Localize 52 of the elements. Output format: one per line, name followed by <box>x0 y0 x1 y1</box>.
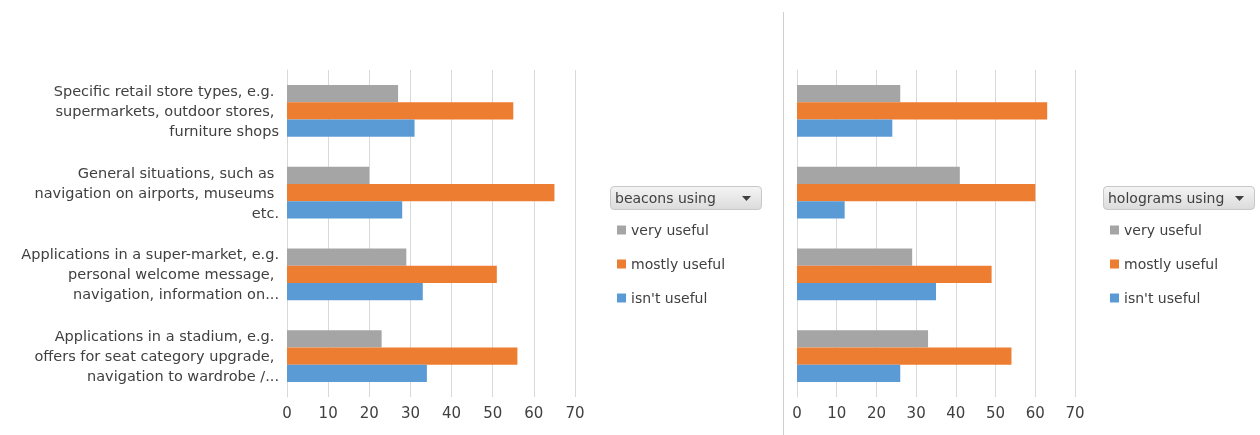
legend-label: very useful <box>1124 222 1202 238</box>
bar <box>797 119 893 137</box>
legend-label: mostly useful <box>631 256 726 272</box>
y-tick-label: Applications in a super-market, e.g. personal welcome message, navigation, information on... <box>21 246 279 303</box>
legend-title: holograms using <box>1108 190 1225 206</box>
bar <box>287 364 427 382</box>
legend-title: beacons using <box>615 190 716 206</box>
legend-label: mostly useful <box>1124 256 1219 272</box>
y-tick-label: Specific retail store types, e.g. supermarkets, outdoor stores, furniture shops <box>53 82 279 139</box>
bar <box>287 166 370 185</box>
legend-label: isn't useful <box>1124 290 1201 306</box>
x-tick-label: 40 <box>946 403 966 422</box>
bar <box>797 166 960 185</box>
x-tick-label: 70 <box>1065 403 1085 422</box>
x-tick-label: 0 <box>282 403 292 422</box>
x-tick-label: 70 <box>565 403 585 422</box>
x-tick-label: 50 <box>483 403 503 422</box>
bar <box>287 347 518 365</box>
bar <box>797 85 901 103</box>
y-tick-label: Applications in a stadium, e.g. offers for seat category upgrade, navigation to wardrobe /... <box>34 328 279 385</box>
bar <box>797 248 913 266</box>
bar <box>287 265 497 283</box>
bar <box>797 330 929 348</box>
x-tick-label: 30 <box>906 403 926 422</box>
x-tick-label: 10 <box>827 403 847 422</box>
bar <box>797 282 936 301</box>
bar <box>287 248 407 266</box>
bar <box>287 102 514 120</box>
bar <box>287 201 403 219</box>
y-tick-label: General situations, such as navigation on airports, museums etc. <box>34 164 279 221</box>
x-tick-label: 0 <box>792 403 802 422</box>
bar <box>797 364 901 382</box>
x-tick-label: 60 <box>524 403 544 422</box>
bar <box>797 184 1036 202</box>
x-tick-label: 50 <box>986 403 1006 422</box>
bar <box>287 119 415 137</box>
legend-label: very useful <box>631 222 709 238</box>
bar <box>287 85 399 103</box>
bar <box>287 184 555 202</box>
x-tick-label: 10 <box>318 403 338 422</box>
x-tick-label: 20 <box>866 403 886 422</box>
x-tick-label: 60 <box>1025 403 1045 422</box>
bar <box>287 330 382 348</box>
bar <box>287 282 423 301</box>
bar <box>797 201 845 219</box>
x-tick-label: 30 <box>400 403 420 422</box>
x-tick-label: 40 <box>442 403 462 422</box>
x-tick-label: 20 <box>359 403 379 422</box>
legend-label: isn't useful <box>631 290 708 306</box>
bar <box>797 265 992 283</box>
bar <box>797 347 1012 365</box>
bar <box>797 102 1048 120</box>
